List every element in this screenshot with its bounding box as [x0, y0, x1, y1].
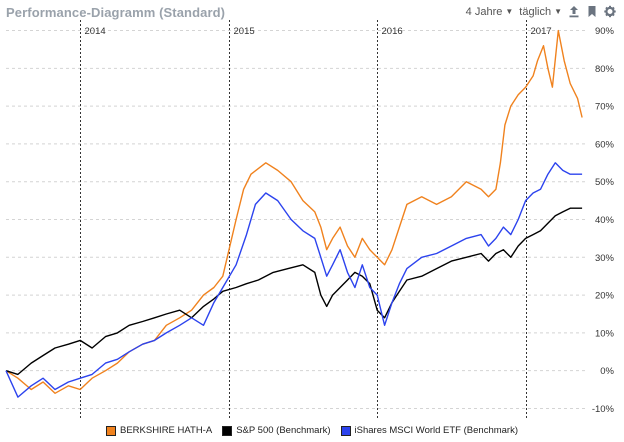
- y-tick-label: -10%: [592, 404, 615, 415]
- range-label: 4 Jahre: [465, 5, 503, 18]
- y-tick-label: 30%: [595, 253, 615, 264]
- sp500-line: [5, 207, 583, 376]
- y-tick-label: 90%: [595, 26, 615, 37]
- y-tick-label: 0%: [600, 366, 614, 377]
- gear-icon[interactable]: [604, 5, 616, 18]
- legend-swatch: [105, 425, 116, 436]
- y-axis: -10% 0% 10% 20% 30% 40% 50% 60% 70% 80% 90%: [592, 26, 615, 415]
- series-group: [5, 29, 583, 398]
- caret-down-icon: ▼: [554, 7, 562, 16]
- y-tick-label: 50%: [595, 177, 615, 188]
- legend-label: iShares MSCI World ETF (Benchmark): [354, 425, 519, 436]
- legend-item-msci-world[interactable]: iShares MSCI World ETF (Benchmark): [340, 425, 519, 436]
- y-tick-label: 10%: [595, 328, 615, 339]
- legend-swatch: [222, 425, 233, 436]
- legend-label: BERKSHIRE HATH-A: [119, 425, 213, 436]
- grid: [6, 20, 588, 420]
- x-tick-label: 2016: [382, 26, 403, 37]
- interval-dropdown[interactable]: täglich ▼: [519, 6, 562, 18]
- legend-swatch: [340, 425, 351, 436]
- interval-label: täglich: [519, 5, 552, 18]
- upload-icon[interactable]: [568, 5, 580, 18]
- msci-world-line: [5, 162, 583, 398]
- x-axis: 2014 2015 2016 2017: [85, 26, 552, 37]
- caret-down-icon: ▼: [505, 7, 514, 16]
- y-tick-label: 70%: [595, 102, 615, 113]
- y-tick-label: 40%: [595, 215, 615, 226]
- legend-item-berkshire[interactable]: BERKSHIRE HATH-A: [105, 425, 213, 436]
- y-tick-label: 60%: [595, 139, 615, 150]
- chart-controls: 4 Jahre ▼ täglich ▼: [466, 5, 616, 18]
- y-tick-label: 20%: [595, 291, 615, 302]
- performance-chart: 2014 2015 2016 2017 -10% 0% 10% 20% 30% 40% 50% 60…: [5, 20, 615, 420]
- bookmark-icon[interactable]: [586, 5, 598, 18]
- x-tick-label: 2014: [85, 26, 106, 37]
- y-tick-label: 80%: [595, 64, 615, 75]
- range-dropdown[interactable]: 4 Jahre ▼: [466, 6, 514, 18]
- legend: BERKSHIRE HATH-A S&P 500 (Benchmark) iSh…: [0, 425, 624, 436]
- x-tick-label: 2015: [234, 26, 255, 37]
- legend-label: S&P 500 (Benchmark): [236, 425, 331, 436]
- x-tick-label: 2017: [531, 26, 552, 37]
- legend-item-sp500[interactable]: S&P 500 (Benchmark): [222, 425, 331, 436]
- berkshire-line: [5, 29, 583, 394]
- page-title: Performance-Diagramm (Standard): [6, 5, 226, 20]
